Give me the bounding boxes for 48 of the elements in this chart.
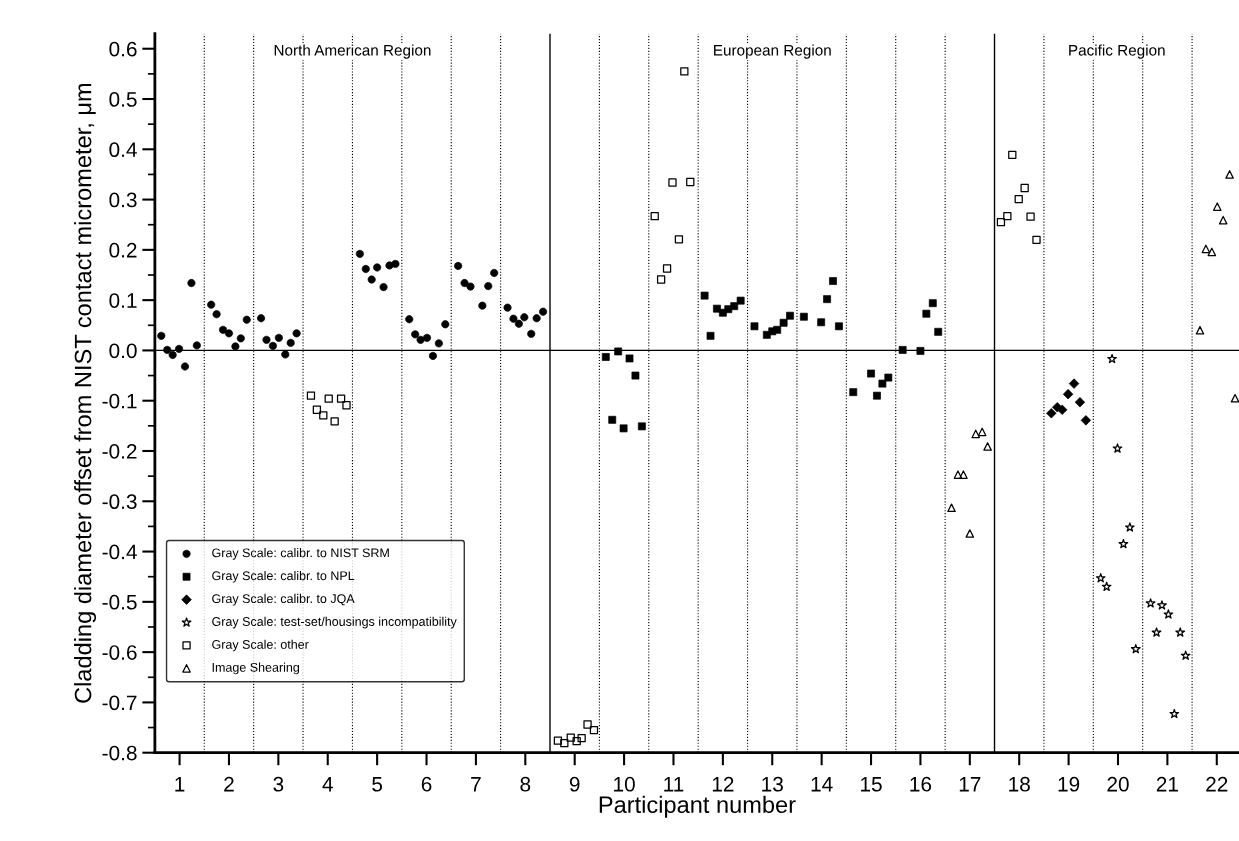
y-tick-label: -0.7 (102, 695, 137, 711)
legend-label: Gray Scale: calibr. to JQA (212, 593, 355, 606)
x-tick-label: 2 (224, 776, 234, 792)
x-tick-label: 11 (664, 777, 684, 792)
y-tick-label: -0.8 (102, 745, 137, 761)
x-tick-label: 4 (322, 777, 333, 792)
y-tick-label: -0.5 (102, 594, 137, 610)
legend-label: Image Shearing (212, 662, 299, 675)
y-tick-label: 0.5 (109, 92, 137, 107)
x-tick-label: 13 (762, 776, 783, 792)
x-tick-label: 14 (811, 777, 833, 792)
x-tick-label: 22 (1206, 776, 1228, 792)
legend-label: Gray Scale: calibr. to NIST SRM (212, 548, 389, 560)
annotation: Pacific Region (1069, 44, 1165, 59)
y-axis-title: Cladding diameter offset from NIST contact micrometer, μm (74, 83, 97, 703)
legend-label: Gray Scale: calibr. to NPL (212, 570, 355, 583)
annotation: North American Region (274, 44, 431, 59)
x-tick-label: 9 (569, 776, 580, 792)
y-tick-label: -0.4 (102, 544, 137, 560)
x-tick-label: 21 (1156, 776, 1178, 792)
y-tick-label: -0.3 (102, 494, 137, 510)
x-tick-label: 8 (520, 776, 531, 792)
y-tick-label: 0.6 (109, 41, 137, 57)
x-tick-label: 6 (421, 776, 432, 792)
y-tick-label: 0.2 (109, 242, 137, 258)
x-tick-label: 17 (959, 777, 981, 792)
x-tick-label: 12 (712, 776, 734, 792)
x-tick-label: 10 (614, 776, 635, 792)
x-tick-label: 19 (1058, 776, 1080, 792)
x-tick-label: 1 (175, 777, 185, 792)
y-tick-label: 0.0 (109, 343, 137, 359)
y-tick-label: 0.1 (109, 293, 137, 308)
x-tick-label: 3 (273, 776, 284, 792)
y-tick-label: 0.3 (109, 192, 137, 208)
x-tick-label: 15 (861, 777, 882, 792)
legend-label: Gray Scale: test-set/housings incompatibility (212, 616, 457, 629)
x-tick-label: 18 (1009, 776, 1030, 792)
y-tick-label: -0.2 (102, 443, 137, 459)
x-tick-label: 16 (910, 776, 932, 792)
y-tick-label: -0.1 (102, 393, 137, 409)
annotation: European Region (714, 44, 831, 59)
legend-label: Gray Scale: other (212, 639, 309, 652)
x-axis-title: Participant number (599, 795, 796, 818)
x-tick-label: 5 (372, 777, 383, 792)
y-tick-label: 0.4 (109, 142, 137, 158)
y-tick-label: -0.6 (102, 645, 137, 660)
x-tick-label: 7 (471, 777, 481, 792)
x-tick-label: 20 (1107, 776, 1129, 792)
